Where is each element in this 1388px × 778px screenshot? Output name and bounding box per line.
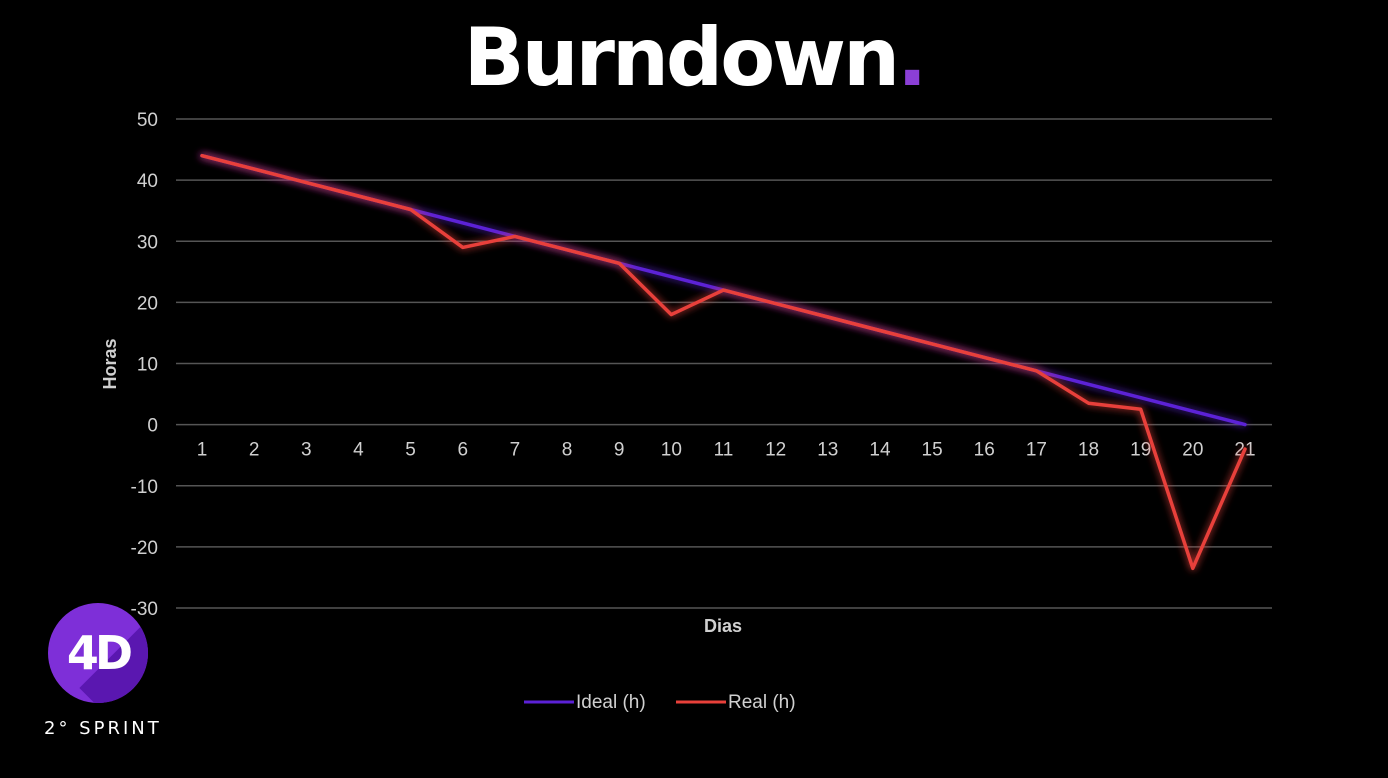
y-tick-label: 10 [137, 355, 158, 376]
y-axis-label: Horas [100, 338, 120, 389]
x-tick-label: 13 [817, 440, 838, 461]
y-tick-label: -10 [131, 477, 158, 498]
x-tick-label: 15 [922, 440, 943, 461]
logo-text: 4D [66, 626, 133, 680]
x-tick-label: 11 [714, 440, 734, 461]
x-tick-label: 8 [562, 440, 573, 461]
sprint-label: 2° SPRINT [44, 718, 162, 739]
y-tick-label: 50 [137, 110, 158, 131]
x-axis-label: Dias [704, 616, 742, 636]
x-tick-label: 12 [765, 440, 786, 461]
y-tick-label: 40 [137, 171, 158, 192]
y-tick-label: 30 [137, 232, 158, 253]
series-lines [200, 153, 1247, 571]
title-text: Burndown [463, 11, 900, 104]
series-line-real [200, 153, 1247, 571]
y-tick-label: -20 [131, 538, 158, 559]
x-tick-label: 9 [614, 440, 625, 461]
brand-logo: 4D [48, 603, 148, 703]
y-tick-label: 0 [147, 416, 158, 437]
legend: Ideal (h) Real (h) [524, 692, 796, 713]
x-tick-label: 4 [353, 440, 364, 461]
x-tick-label: 7 [510, 440, 521, 461]
y-tick-label: 20 [137, 293, 158, 314]
y-tick-label: -30 [131, 599, 158, 620]
x-tick-label: 10 [661, 440, 682, 461]
x-tick-label: 18 [1078, 440, 1099, 461]
title-dot: . [897, 11, 927, 104]
x-tick-label: 3 [301, 440, 312, 461]
x-tick-label: 17 [1026, 440, 1047, 461]
legend-ideal-label: Ideal (h) [576, 692, 646, 713]
legend-real-label: Real (h) [728, 692, 796, 713]
x-tick-labels: 1 2 3 4 5 6 7 8 9 10 11 12 13 14 15 16 17 18 19 20 21 [197, 440, 1256, 461]
x-tick-label: 2 [249, 440, 260, 461]
grid-lines [176, 118, 1272, 609]
y-tick-labels: 50 40 30 20 10 0 -10 -20 -30 [131, 110, 158, 620]
x-tick-label: 19 [1130, 440, 1151, 461]
x-tick-label: 16 [974, 440, 995, 461]
x-tick-label: 20 [1182, 440, 1203, 461]
x-tick-label: 6 [457, 440, 468, 461]
page-title: Burndown. [0, 18, 1388, 98]
x-tick-label: 1 [197, 440, 208, 461]
x-tick-label: 5 [405, 440, 416, 461]
x-tick-label: 14 [869, 440, 891, 461]
